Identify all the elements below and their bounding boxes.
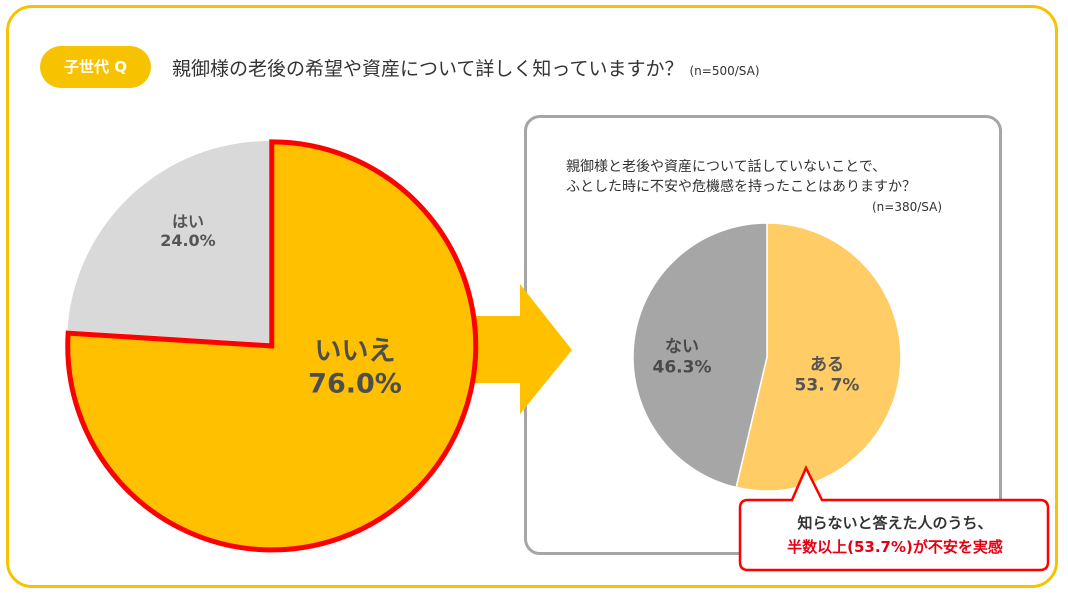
slice-hai-value-label: 24.0% xyxy=(160,231,216,250)
slice-aru-label: ある xyxy=(810,355,844,375)
page-title: 親御様の老後の希望や資産について詳しく知っていますか？ (n=500/SA) xyxy=(172,54,760,81)
main-n-note: (n=500/SA) xyxy=(689,64,760,78)
callout-box xyxy=(738,465,1050,572)
slice-aru-value-label: 53. 7% xyxy=(795,375,860,395)
slice-hai-label: はい xyxy=(172,212,204,231)
slice-nai-value-label: 46.3% xyxy=(653,357,712,377)
pie-slice-hai xyxy=(67,141,270,343)
sub-n-note: (n=380/SA) xyxy=(872,200,943,214)
callout-text: 知らないと答えた人のうち、 半数以上(53.7%)が不安を実感 xyxy=(742,511,1048,559)
pie-slice-nai xyxy=(632,222,768,489)
callout-line1: 知らないと答えた人のうち、 xyxy=(797,514,993,532)
sub-question-line2: ふとした時に不安や危機感を持ったことはありますか？ xyxy=(566,179,916,195)
question-badge: 子世代 Q xyxy=(40,46,151,88)
slice-iie-value-label: 76.0% xyxy=(308,368,402,399)
outer-frame xyxy=(6,5,1058,588)
slice-nai-label: ない xyxy=(665,337,699,357)
slice-iie-label: いいえ xyxy=(315,336,396,367)
callout-line2: 半数以上(53.7%)が不安を実感 xyxy=(787,538,1003,556)
sub-question: 親御様と老後や資産について話していないことで、 ふとした時に不安や危機感を持った… xyxy=(566,157,916,197)
main-question: 親御様の老後の希望や資産について詳しく知っていますか？ xyxy=(172,58,684,80)
sub-question-line1: 親御様と老後や資産について話していないことで、 xyxy=(566,159,887,175)
right-arrow-icon xyxy=(470,284,572,414)
pie-slice-iie xyxy=(65,139,479,553)
